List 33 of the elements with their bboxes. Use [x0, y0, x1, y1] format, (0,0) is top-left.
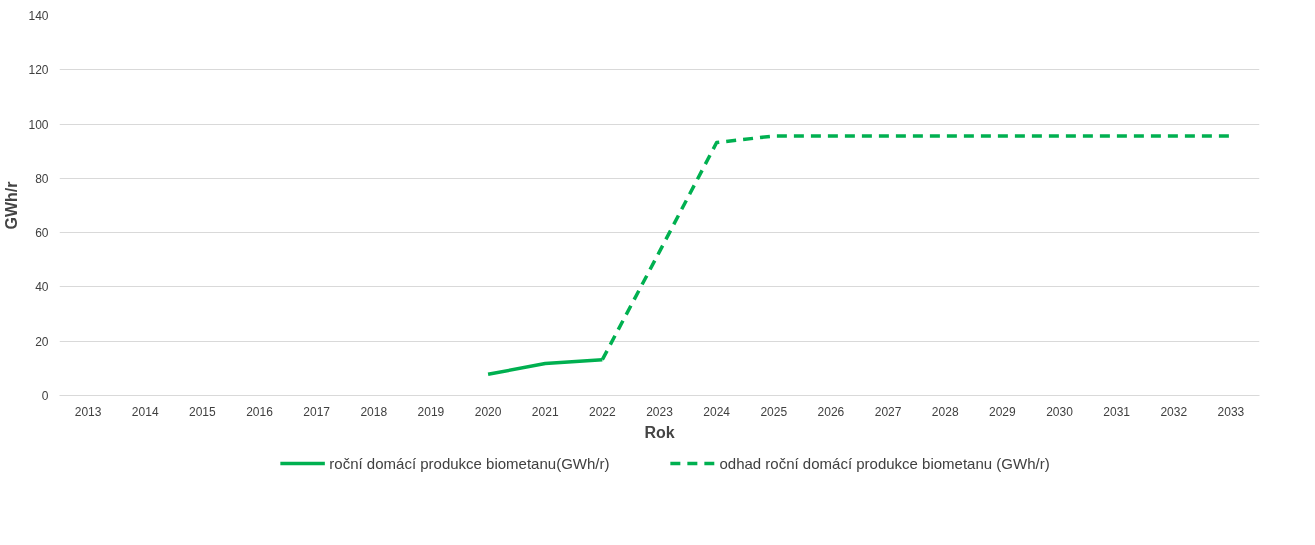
x-tick-label: 2033 [1217, 404, 1245, 419]
x-tick-label: 2031 [1103, 404, 1131, 419]
legend-label: odhad roční domácí produkce biometanu (GWh/r) [719, 454, 1050, 472]
x-tick-label: 2017 [303, 404, 331, 419]
x-tick-label: 2029 [989, 404, 1017, 419]
x-tick-label: 2019 [417, 404, 445, 419]
y-tick-label: 80 [35, 171, 49, 186]
y-axis-title: GWh/r [3, 181, 21, 230]
y-tick-label: 120 [28, 63, 49, 78]
x-tick-label: 2014 [131, 404, 159, 419]
x-tick-label: 2030 [1046, 404, 1074, 419]
x-tick-label: 2018 [360, 404, 388, 419]
y-tick-label: 140 [28, 9, 49, 23]
x-tick-label: 2013 [74, 404, 102, 419]
x-tick-label: 2025 [760, 404, 788, 419]
x-tick-label: 2027 [874, 404, 902, 419]
x-tick-label: 2024 [703, 404, 731, 419]
x-tick-label: 2020 [474, 404, 502, 419]
x-tick-label: 2032 [1160, 404, 1188, 419]
y-tick-label: 0 [41, 389, 49, 403]
x-tick-label: 2026 [817, 404, 845, 419]
y-tick-label: 20 [35, 334, 49, 349]
y-tick-label: 100 [28, 117, 49, 132]
x-tick-label: 2021 [531, 404, 559, 419]
y-tick-label: 60 [35, 226, 49, 241]
x-tick-label: 2028 [931, 404, 959, 419]
legend-label: roční domácí produkce biometanu(GWh/r) [329, 454, 610, 472]
x-tick-label: 2015 [189, 404, 217, 419]
x-tick-label: 2023 [646, 404, 674, 419]
x-tick-label: 2022 [589, 404, 617, 419]
x-tick-label: 2016 [246, 404, 274, 419]
x-axis-title: Rok [644, 423, 675, 441]
y-tick-label: 40 [35, 280, 49, 295]
